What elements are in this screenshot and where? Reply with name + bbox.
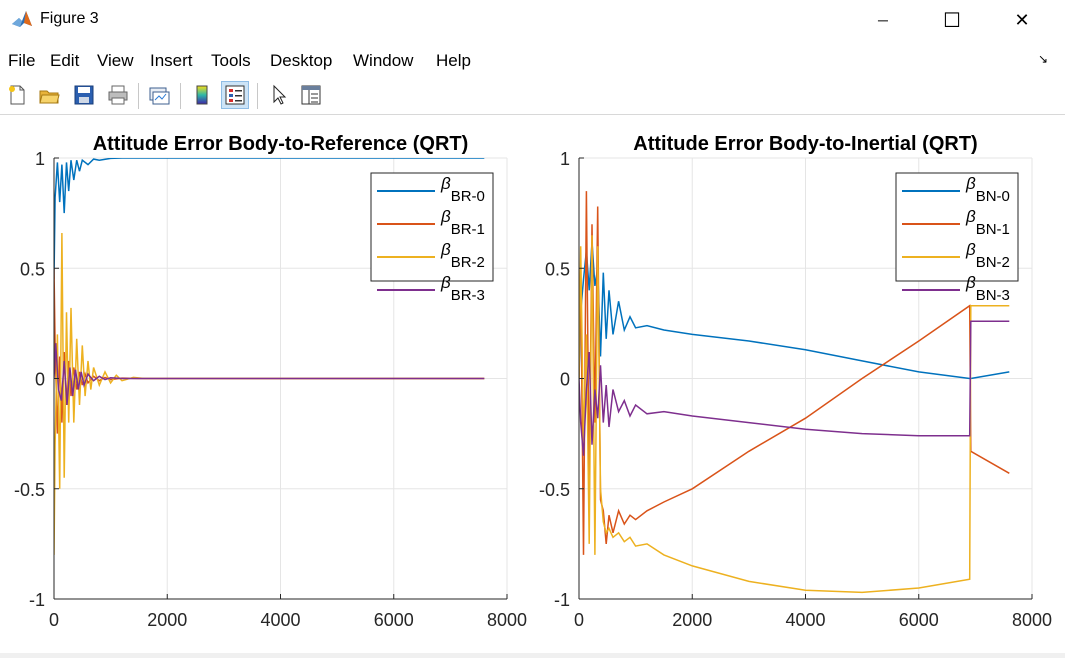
series-line-bn-0: [579, 241, 1010, 380]
y-tick-label: 0: [35, 370, 45, 390]
property-editor-icon: [301, 85, 321, 105]
x-tick-label: 4000: [260, 610, 300, 630]
legend-label: βBR-2: [440, 240, 485, 271]
menu-file[interactable]: File: [8, 51, 36, 70]
y-tick-label: -0.5: [539, 480, 570, 500]
link-plot-icon: [149, 87, 170, 105]
colorbar-icon: [196, 85, 208, 105]
y-tick-label: 0.5: [545, 259, 570, 279]
series-line-bn-3: [579, 320, 1010, 456]
close-button[interactable]: ✕: [987, 0, 1057, 40]
menu-tools[interactable]: Tools: [211, 51, 251, 70]
menu-bar: File Edit View Insert Tools Desktop Wind…: [0, 40, 1065, 78]
x-tick-label: 6000: [899, 610, 939, 630]
toolbar-separator: [138, 83, 139, 109]
legend-label: βBR-0: [440, 174, 485, 205]
plot-axes-0[interactable]: 0 2000 4000 6000 8000 -1 -0.5 0 0.5 1 Attitude Err…: [14, 133, 527, 630]
menu-view[interactable]: View: [97, 51, 134, 70]
chart-title: Attitude Error Body-to-Inertial (QRT): [633, 133, 977, 155]
y-tick-label: 0: [560, 370, 570, 390]
menu-desktop[interactable]: Desktop: [270, 51, 333, 70]
close-icon: ✕: [1014, 9, 1030, 30]
property-editor-button[interactable]: [297, 81, 325, 109]
legend-label: βBN-3: [965, 273, 1010, 304]
print-button[interactable]: [104, 81, 132, 109]
x-tick-label: 0: [574, 610, 584, 630]
x-tick-label: 8000: [487, 610, 527, 630]
open-file-icon: [39, 90, 60, 104]
toolbar-separator: [257, 83, 258, 109]
y-tick-label: 1: [560, 149, 570, 169]
print-icon: [108, 85, 128, 105]
new-figure-button[interactable]: [3, 81, 31, 109]
colorbar-button[interactable]: [188, 81, 216, 109]
legend-label: βBR-1: [440, 207, 485, 238]
window-title: Figure 3: [40, 10, 99, 27]
y-tick-label: -1: [29, 590, 45, 610]
title-bar: Figure 3 ─ ☐ ✕: [0, 0, 1065, 40]
x-tick-label: 4000: [785, 610, 825, 630]
figure-plots[interactable]: 0 2000 4000 6000 8000 -1 -0.5 0 0.5 1 Attitude Err…: [0, 115, 1065, 653]
series-line-bn-2: [579, 235, 1010, 594]
y-tick-label: 1: [35, 149, 45, 169]
legend-label: βBN-2: [965, 240, 1010, 271]
series-line-br-3: [54, 343, 485, 406]
plot-axes-1[interactable]: 0 2000 4000 6000 8000 -1 -0.5 0 0.5 1 Attitude Err…: [539, 133, 1052, 630]
y-tick-label: -0.5: [14, 480, 45, 500]
minimize-button[interactable]: ─: [848, 0, 918, 40]
pointer-icon: [273, 84, 287, 105]
minimize-icon: ─: [878, 12, 888, 28]
y-tick-label: 0.5: [20, 259, 45, 279]
x-tick-label: 0: [49, 610, 59, 630]
figure-canvas: 0 2000 4000 6000 8000 -1 -0.5 0 0.5 1 Attitude Err…: [0, 115, 1065, 653]
legend-icon: [225, 85, 245, 105]
x-tick-label: 2000: [147, 610, 187, 630]
x-tick-label: 2000: [672, 610, 712, 630]
open-file-button[interactable]: [35, 81, 63, 109]
series-line-br-0: [54, 158, 485, 280]
legend-button[interactable]: [221, 81, 249, 109]
dock-figure-icon[interactable]: ↘: [1038, 52, 1049, 66]
menu-window[interactable]: Window: [353, 51, 414, 70]
save-button[interactable]: [70, 81, 98, 109]
legend-label: βBR-3: [440, 273, 485, 304]
menu-edit[interactable]: Edit: [50, 51, 80, 70]
link-plot-button[interactable]: [145, 81, 173, 109]
menu-insert[interactable]: Insert: [150, 51, 193, 70]
pointer-button[interactable]: [265, 81, 293, 109]
maximize-button[interactable]: ☐: [917, 0, 987, 40]
menu-help[interactable]: Help: [436, 51, 471, 70]
legend-label: βBN-0: [965, 174, 1010, 205]
chart-title: Attitude Error Body-to-Reference (QRT): [93, 133, 469, 155]
legend-label: βBN-1: [965, 207, 1010, 238]
save-icon: [74, 85, 94, 105]
toolbar-separator: [180, 83, 181, 109]
y-tick-label: -1: [554, 590, 570, 610]
maximize-icon: ☐: [943, 9, 961, 32]
x-tick-label: 8000: [1012, 610, 1052, 630]
new-figure-icon: [9, 85, 25, 105]
matlab-logo-icon: [12, 11, 32, 27]
x-tick-label: 6000: [374, 610, 414, 630]
toolbar: [0, 78, 1065, 115]
